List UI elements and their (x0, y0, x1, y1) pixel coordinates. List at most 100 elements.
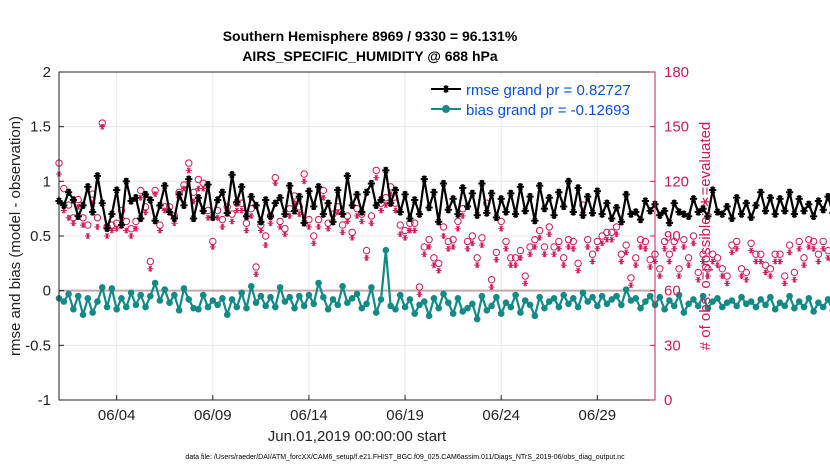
rmse-point (329, 218, 337, 226)
rmse-point (728, 214, 736, 223)
obs-evaluated-point (478, 242, 485, 249)
obs-evaluated-point (469, 240, 476, 247)
rmse-point (214, 196, 222, 204)
rmse-point (800, 207, 808, 215)
obs-possible-point (704, 265, 712, 273)
obs-possible-point (497, 217, 505, 226)
bias-point (781, 302, 789, 310)
bias-point (223, 311, 231, 319)
obs-evaluated-point (512, 262, 519, 269)
bias-point (161, 286, 169, 293)
obs-evaluated-point (690, 240, 697, 247)
bias-point (142, 303, 149, 311)
obs-possible-point (122, 217, 130, 226)
obs-possible-point (367, 212, 376, 220)
obs-evaluated-point (555, 245, 562, 252)
obs-possible-point (545, 223, 553, 231)
rmse-point (819, 206, 827, 214)
obs-evaluated-point (426, 243, 433, 250)
obs-possible-point (252, 263, 260, 271)
x-tick-label: 06/09 (194, 407, 232, 424)
bias-point (344, 299, 351, 306)
obs-evaluated-point (752, 258, 759, 265)
bias-point (757, 296, 765, 303)
obs-evaluated-point (565, 243, 572, 250)
obs-evaluated-point (80, 222, 87, 229)
obs-possible-point (555, 237, 563, 246)
bias-point (74, 292, 82, 300)
rmse-point (122, 177, 130, 185)
rmse-point (646, 207, 654, 215)
obs-evaluated-point (671, 245, 678, 252)
bias-point (310, 300, 318, 308)
y2-axis-label: # of obs: o=possible; ∗=evaluated (697, 122, 714, 351)
obs-evaluated-point (450, 243, 457, 250)
bias-point (560, 291, 567, 299)
obs-evaluated-point (738, 273, 745, 280)
obs-evaluated-point (104, 233, 111, 239)
rmse-point (463, 202, 472, 211)
rmse-point (795, 195, 803, 203)
obs-evaluated-point (661, 245, 668, 252)
obs-possible-point (708, 250, 717, 258)
obs-possible-point (468, 232, 477, 240)
bias-point (526, 301, 534, 309)
rmse-point (189, 214, 198, 223)
x-tick-label: 06/29 (579, 407, 617, 424)
obs-evaluated-point (637, 243, 644, 250)
bias-point (70, 305, 77, 313)
rmse-point (612, 203, 621, 212)
rmse-point (550, 211, 558, 219)
obs-evaluated-point (632, 262, 639, 269)
obs-evaluated-point (99, 123, 106, 130)
bias-point (776, 299, 784, 306)
bias-point (257, 292, 265, 300)
bias-point (637, 304, 644, 312)
rmse-point (425, 203, 433, 212)
rmse-point (175, 190, 183, 199)
rmse-point (372, 201, 380, 210)
obs-evaluated-point (536, 234, 543, 241)
bias-point (728, 297, 736, 304)
bias-point (204, 303, 212, 311)
rmse-point (752, 201, 760, 210)
obs-possible-point (742, 268, 751, 277)
bias-point (238, 289, 245, 297)
rmse-point (281, 210, 289, 218)
bias-point (122, 303, 130, 311)
bias-point (497, 310, 505, 317)
bias-point (459, 308, 467, 315)
rmse-point (382, 166, 390, 175)
bias-point (108, 285, 116, 292)
rmse-point (656, 211, 664, 219)
bias-point (738, 293, 745, 301)
obs-evaluated-point (195, 185, 202, 192)
bias-point (810, 308, 817, 315)
bias-point (469, 300, 476, 308)
obs-possible-point (540, 243, 549, 251)
obs-evaluated-point (825, 254, 830, 261)
bias-point (185, 296, 193, 303)
rmse-point (785, 188, 794, 196)
obs-evaluated-point (719, 273, 726, 280)
obs-evaluated-point (354, 212, 360, 219)
obs-possible-point (675, 265, 683, 273)
obs-evaluated-point (666, 258, 673, 265)
bias-point (632, 295, 640, 302)
rmse-point (507, 189, 515, 197)
rmse-point (300, 219, 308, 227)
rmse-point (411, 196, 419, 204)
rmse-point (545, 194, 553, 202)
obs-evaluated-point (695, 276, 702, 283)
bias-point (252, 299, 260, 306)
rmse-point (430, 188, 438, 196)
rmse-point (564, 177, 573, 185)
bias-point (656, 293, 664, 301)
rmse-point (560, 202, 568, 211)
rmse-point (367, 179, 376, 188)
obs-evaluated-point (392, 207, 399, 214)
chart-title: Southern Hemisphere 8969 / 9330 = 96.131… (223, 28, 518, 44)
rmse-point (74, 212, 82, 220)
bias-point (488, 302, 495, 310)
